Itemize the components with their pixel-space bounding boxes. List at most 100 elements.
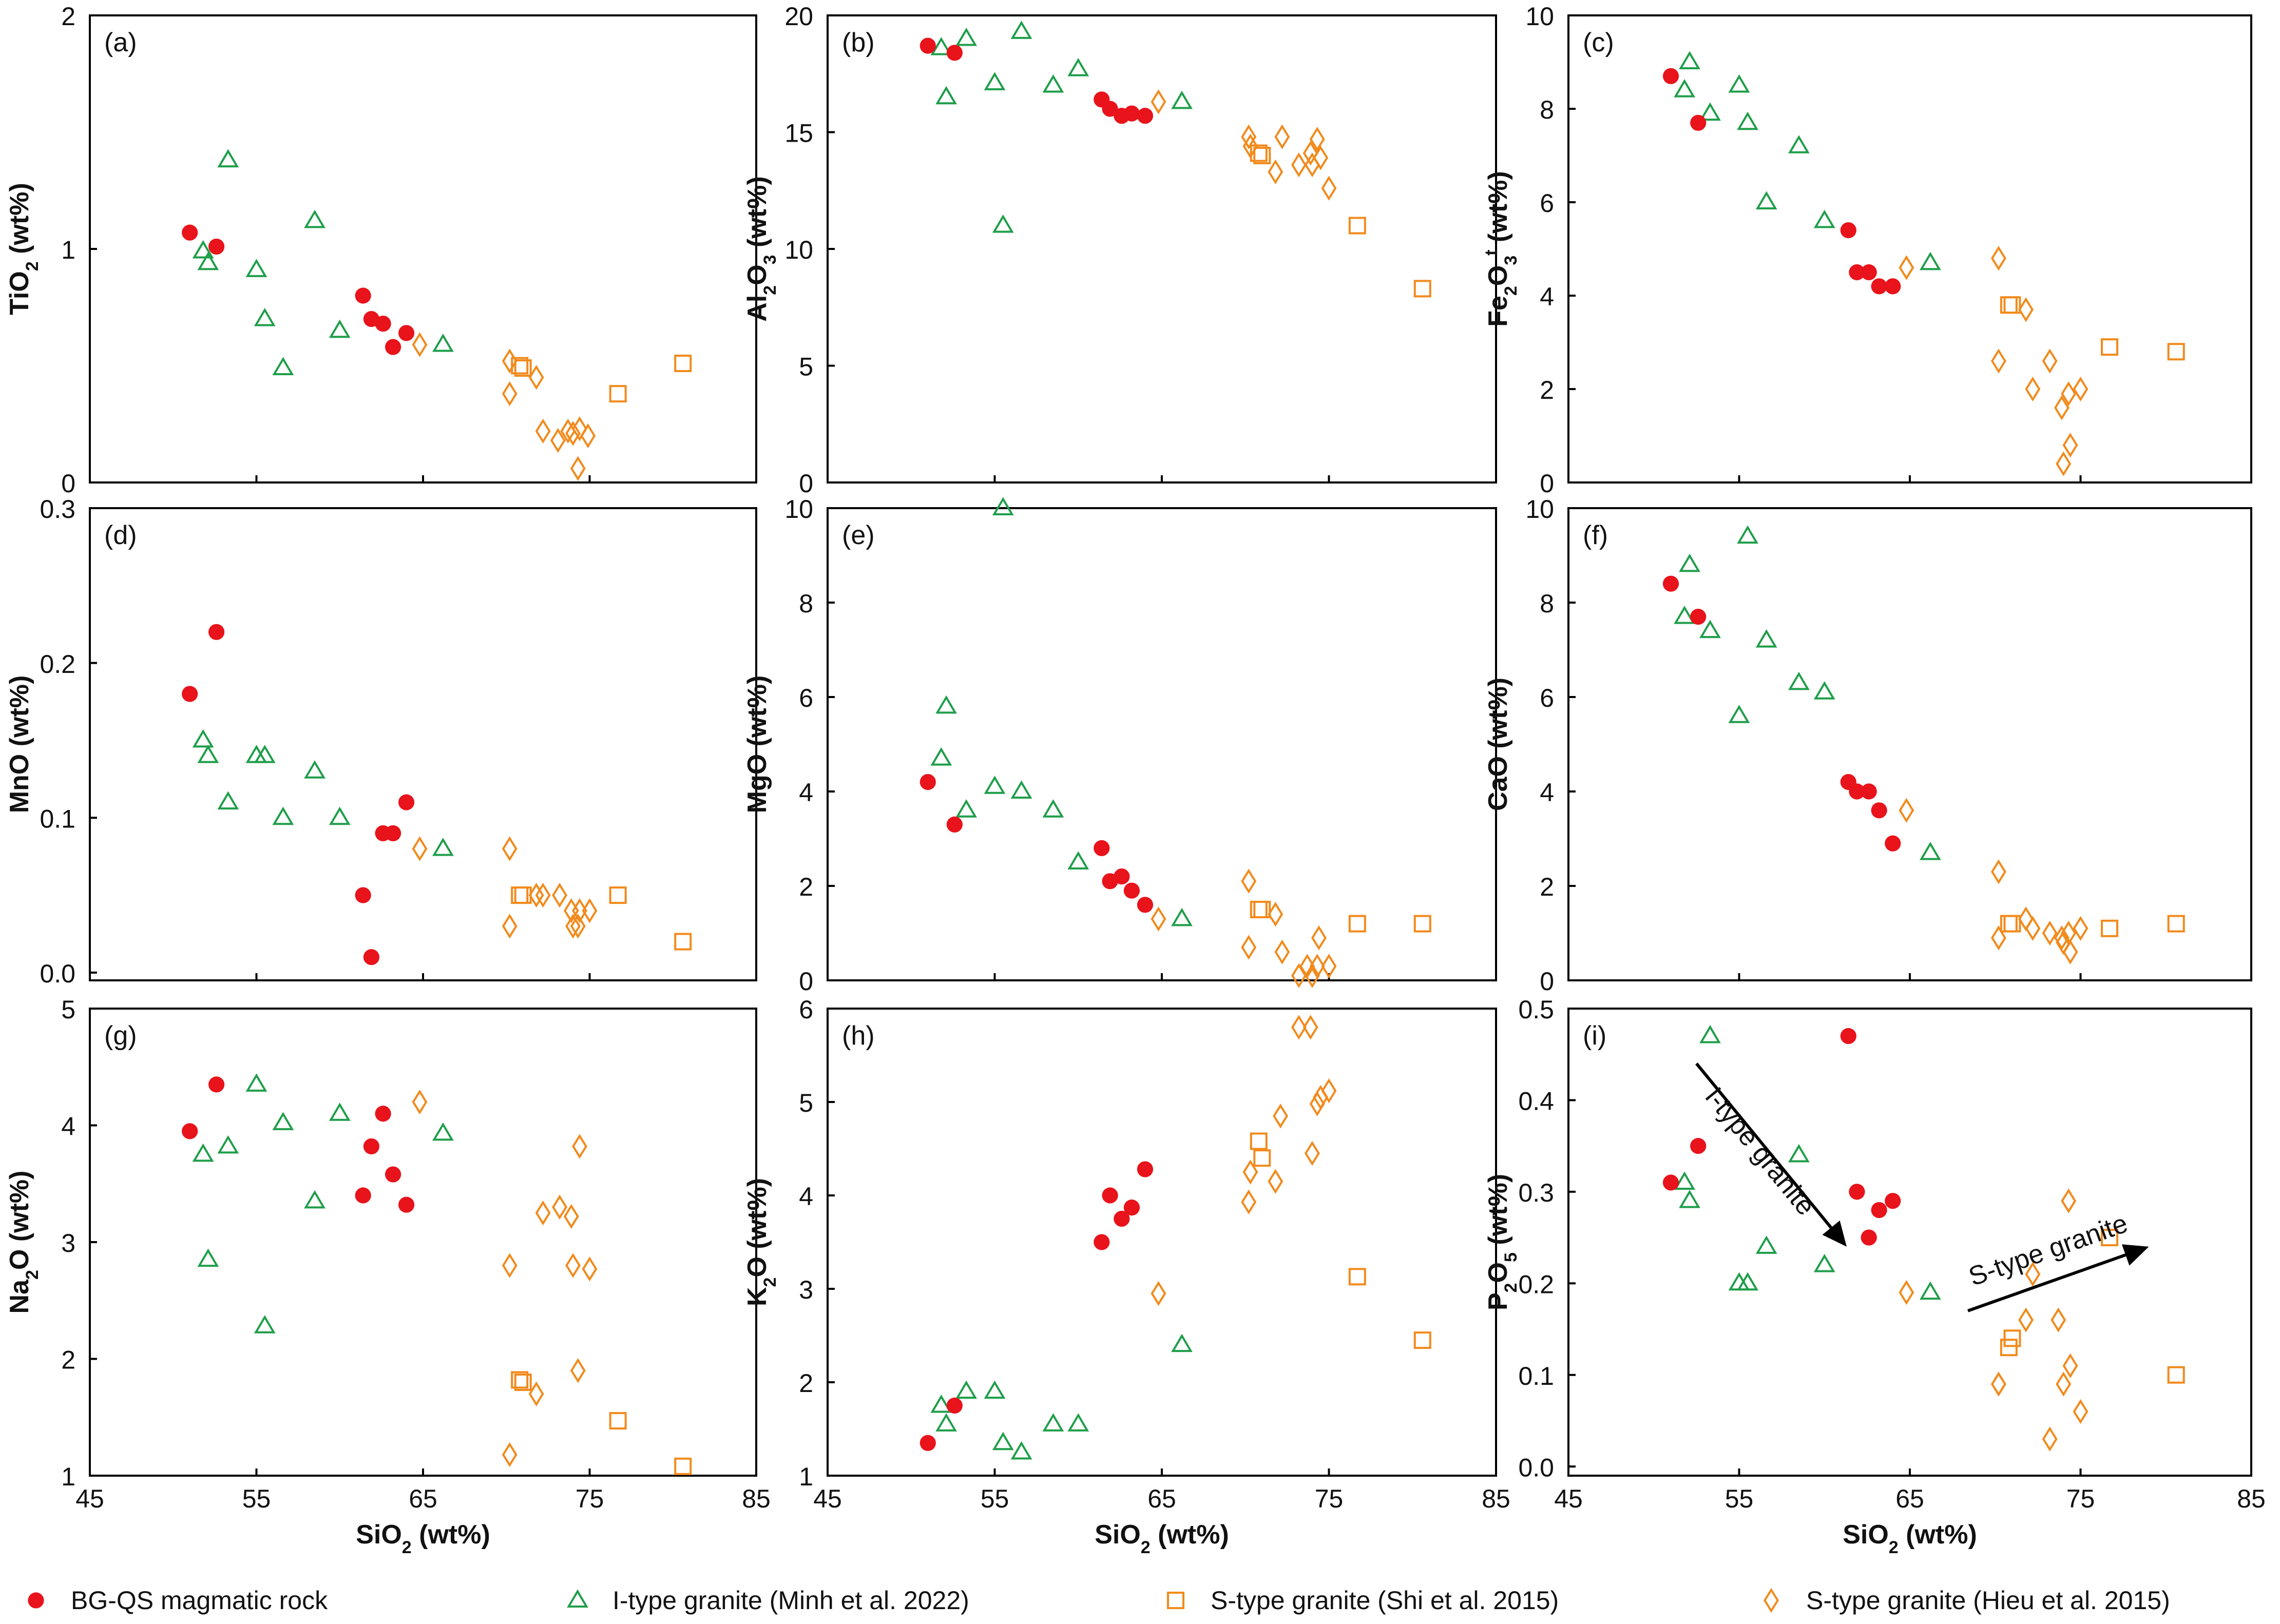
data-point-i_type — [1674, 79, 1695, 98]
y-axis-title: MnO (wt%) — [5, 675, 34, 814]
data-point-s_shi — [1250, 901, 1268, 918]
series-s_hieu — [1151, 1015, 1337, 1306]
data-point-bg_qs — [946, 816, 963, 833]
data-point-i_type — [245, 1073, 267, 1092]
data-point-i_type — [1042, 74, 1064, 93]
data-point-s_shi — [1253, 901, 1271, 918]
data-point-s_hieu — [2062, 939, 2078, 965]
data-point-bg_qs — [1137, 1161, 1154, 1177]
data-point-s_hieu — [2025, 916, 2041, 941]
data-point-i_type — [432, 837, 454, 856]
data-point-s_shi — [514, 1374, 532, 1391]
data-point-s_shi — [2003, 915, 2021, 933]
data-point-s_hieu — [2025, 1262, 2041, 1287]
series-i_type — [930, 1333, 1193, 1460]
legend-item-i_type: I-type granite (Minh et al. 2022) — [567, 1586, 969, 1615]
data-point-s_hieu — [502, 914, 518, 939]
data-point-bg_qs — [946, 45, 963, 61]
data-point-s_hieu — [1311, 925, 1327, 951]
data-point-i_type — [197, 252, 219, 270]
panel-frame — [89, 1008, 757, 1477]
data-point-s_shi — [2003, 296, 2021, 314]
data-point-s_hieu — [550, 428, 566, 453]
data-point-s_hieu — [582, 1256, 598, 1282]
data-point-s_hieu — [1304, 963, 1320, 989]
data-point-i_type — [1699, 1024, 1721, 1043]
data-point-i_type — [935, 1413, 957, 1432]
data-point-s_hieu — [2018, 297, 2034, 322]
y-tick-label: 2 — [799, 873, 813, 901]
data-point-i_type — [217, 149, 239, 168]
data-point-s_hieu — [502, 1442, 518, 1467]
arrow-head — [2121, 1244, 2149, 1266]
series-bg_qs — [182, 224, 415, 355]
y-tick-label: 0 — [799, 469, 813, 498]
data-point-bg_qs — [182, 686, 198, 702]
data-point-bg_qs — [363, 1138, 380, 1155]
data-point-bg_qs — [1861, 1229, 1877, 1246]
data-point-i_type — [1674, 605, 1695, 624]
data-point-s_hieu — [1321, 954, 1337, 979]
data-point-s_hieu — [565, 1253, 581, 1278]
data-point-bg_qs — [355, 887, 371, 903]
data-point-s_hieu — [1268, 901, 1283, 927]
data-point-s_hieu — [572, 898, 587, 923]
data-point-bg_qs — [919, 1435, 936, 1451]
panel-label: (g) — [104, 1021, 137, 1051]
x-tick-label: 75 — [576, 1484, 604, 1513]
data-point-s_hieu — [502, 1253, 518, 1278]
data-point-s_hieu — [535, 1200, 551, 1226]
panel-frame — [1567, 1008, 2252, 1477]
data-point-bg_qs — [1861, 783, 1877, 800]
data-point-bg_qs — [1123, 1200, 1140, 1216]
data-point-bg_qs — [385, 1166, 401, 1183]
panel-d: (d) 0.0 0.1 0.2 0.3 MnO (wt%) — [5, 495, 757, 988]
x-tick-label: 45 — [1554, 1484, 1583, 1513]
series-i_type — [1674, 51, 1941, 270]
x-tick-label: 65 — [1147, 1484, 1176, 1513]
data-point-s_hieu — [570, 1358, 586, 1383]
data-point-bg_qs — [919, 774, 936, 790]
data-point-s_shi — [2167, 343, 2185, 361]
legend-marker-s_hieu — [1764, 1588, 1779, 1613]
y-tick-label: 0.2 — [40, 650, 75, 679]
y-tick-label: 6 — [799, 995, 813, 1024]
x-tick-label: 55 — [1725, 1484, 1754, 1513]
y-tick-label: 1 — [61, 1462, 75, 1491]
series-s_shi — [2000, 296, 2185, 361]
data-point-s_hieu — [1990, 1371, 2006, 1397]
data-point-i_type — [1171, 907, 1193, 926]
series-bg_qs — [1662, 68, 1901, 295]
data-point-i_type — [272, 806, 294, 825]
legend-label: S-type granite (Shi et al. 2015) — [1211, 1586, 1559, 1615]
data-point-s_hieu — [528, 365, 544, 390]
data-point-s_hieu — [570, 914, 586, 939]
data-point-s_hieu — [502, 381, 518, 407]
legend-item-s_hieu: S-type granite (Hieu et al. 2015) — [1764, 1586, 2170, 1615]
data-point-s_shi — [1250, 1132, 1268, 1150]
y-tick-label: 0.5 — [1518, 995, 1554, 1024]
data-point-bg_qs — [1102, 101, 1118, 117]
data-point-i_type — [1679, 553, 1700, 572]
series-s_hieu — [1899, 1188, 2089, 1452]
data-point-i_type — [984, 1380, 1006, 1399]
data-point-bg_qs — [375, 316, 391, 332]
data-point-i_type — [1737, 525, 1759, 544]
y-tick-label: 4 — [1540, 778, 1554, 807]
data-point-s_hieu — [1151, 89, 1166, 114]
y-tick-label: 0 — [799, 967, 813, 996]
data-point-i_type — [992, 497, 1014, 515]
series-s_hieu — [412, 836, 598, 939]
data-point-s_hieu — [1151, 1281, 1166, 1306]
data-point-s_hieu — [565, 421, 581, 446]
x-axis-title: SiO2 (wt%) — [1095, 1520, 1229, 1557]
y-tick-label: 0.0 — [40, 959, 75, 988]
data-point-s_hieu — [1268, 1169, 1283, 1194]
data-point-i_type — [1067, 58, 1089, 76]
data-point-i_type — [1755, 629, 1777, 648]
series-i_type — [1674, 1024, 1941, 1300]
data-point-s_hieu — [1291, 963, 1307, 989]
series-bg_qs — [919, 37, 1154, 124]
data-point-i_type — [192, 1143, 214, 1162]
